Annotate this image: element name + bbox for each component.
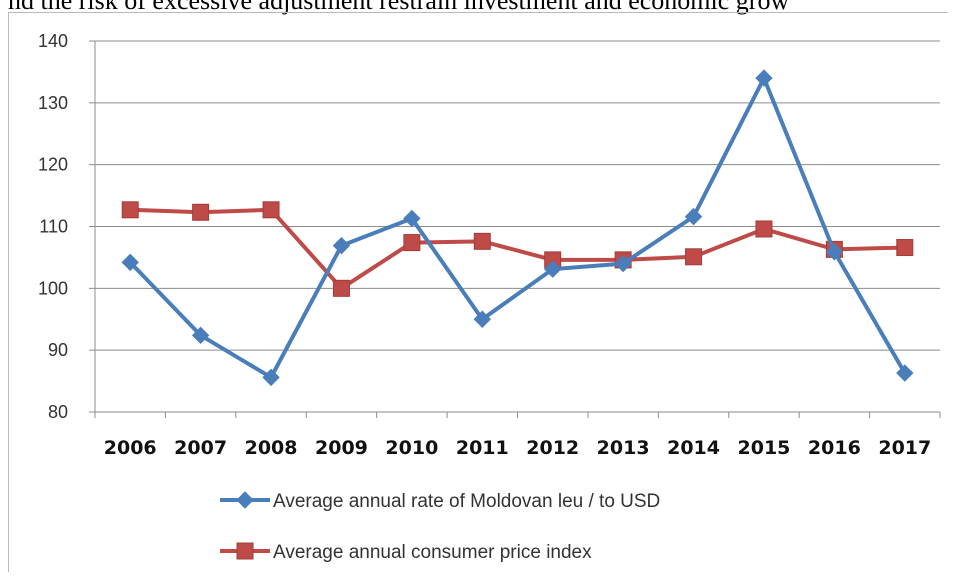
exchange-rate-point-2007 — [191, 326, 210, 345]
y-tick-label: 140 — [38, 31, 68, 51]
x-tick-label: 2017 — [878, 437, 931, 459]
exchange-rate-point-2016 — [825, 243, 844, 261]
x-tick-label: 2012 — [526, 437, 579, 459]
y-tick-label: 80 — [48, 402, 68, 422]
cpi-point-2011 — [473, 232, 491, 250]
legend-label: Average annual consumer price index — [273, 542, 592, 563]
exchange-rate-point-2012 — [544, 260, 562, 278]
cpi-point-2006 — [121, 201, 139, 219]
y-tick-label: 130 — [38, 93, 68, 113]
x-tick-label: 2009 — [315, 437, 368, 459]
legend-item-exchange-rate: Average annual rate of Moldovan leu / to… — [220, 491, 660, 512]
series-cpi — [121, 201, 914, 297]
cpi-point-2009 — [332, 279, 350, 297]
x-tick-label: 2011 — [456, 437, 509, 459]
exchange-rate-point-2013 — [614, 254, 632, 273]
x-tick-label: 2008 — [245, 437, 298, 459]
exchange-rate-point-2010 — [403, 209, 421, 228]
y-tick-label: 120 — [38, 155, 68, 175]
cpi-point-2014 — [685, 248, 703, 266]
y-tick-label: 90 — [48, 340, 68, 360]
y-tick-label: 100 — [38, 278, 68, 298]
exchange-rate-point-2015 — [755, 69, 773, 87]
exchange-rate-point-2017 — [896, 364, 914, 382]
x-tick-label: 2016 — [808, 437, 861, 459]
cpi-point-2007 — [192, 203, 210, 221]
cpi-point-2010 — [403, 234, 421, 252]
x-tick-label: 2010 — [385, 437, 438, 459]
cpi-point-2008 — [262, 201, 280, 219]
x-tick-label: 2006 — [104, 437, 157, 459]
series-exchange-rate — [121, 69, 914, 387]
x-tick-label: 2007 — [174, 437, 227, 459]
cpi-point-2015 — [755, 220, 773, 238]
exchange-rate-point-2009 — [332, 236, 351, 255]
legend-item-cpi: Average annual consumer price index — [220, 542, 592, 563]
exchange-rate-point-2011 — [473, 310, 491, 328]
cpi-point-2017 — [896, 239, 914, 257]
chart-frame — [8, 12, 948, 572]
exchange-rate-point-2006 — [121, 253, 139, 272]
header-text: nd the risk of excessive adjustment rest… — [8, 0, 790, 15]
y-tick-label: 110 — [39, 217, 68, 237]
x-tick-label: 2013 — [597, 437, 650, 459]
legend-square-marker — [236, 542, 254, 560]
exchange-rate-point-2014 — [684, 207, 703, 226]
legend-label: Average annual rate of Moldovan leu / to… — [273, 491, 660, 512]
series-line — [128, 76, 907, 380]
legend-diamond-marker — [236, 491, 254, 509]
exchange-rate-point-2008 — [262, 368, 280, 387]
series-line — [130, 207, 905, 291]
x-tick-label: 2015 — [738, 437, 791, 459]
x-tick-label: 2014 — [667, 437, 720, 459]
